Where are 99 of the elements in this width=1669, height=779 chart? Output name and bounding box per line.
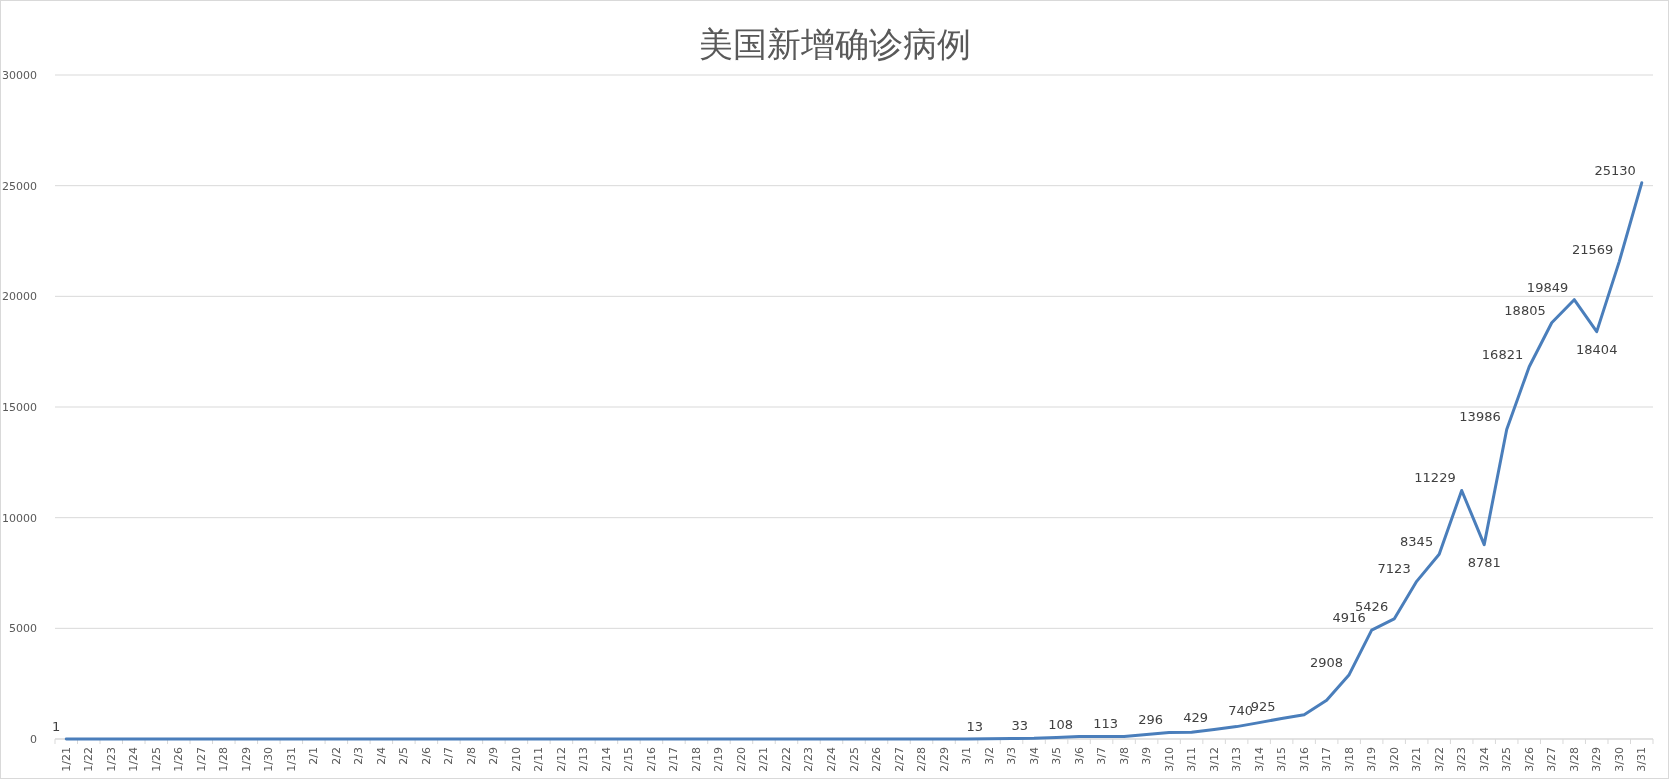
- data-label: 108: [1048, 716, 1074, 732]
- x-tick-label: 2/2: [329, 747, 343, 765]
- data-label: 7123: [1377, 561, 1411, 577]
- x-tick-label: 2/1: [307, 747, 321, 765]
- y-tick-label: 5000: [9, 622, 37, 636]
- data-label: 113: [1093, 716, 1119, 732]
- line-series: [64, 181, 1644, 741]
- y-tick-label: 0: [30, 733, 37, 746]
- x-tick-label: 2/5: [397, 747, 411, 765]
- x-tick-label: 3/27: [1545, 747, 1559, 772]
- y-tick-label: 25000: [2, 179, 37, 193]
- x-tick-label: 3/6: [1072, 747, 1086, 765]
- data-label: 429: [1183, 709, 1209, 725]
- x-tick-label: 3/14: [1252, 747, 1266, 772]
- data-label: 13: [966, 718, 984, 734]
- x-tick-label: 2/21: [757, 747, 771, 772]
- x-tick-label: 1/22: [82, 747, 96, 772]
- x-tick-label: 2/17: [667, 747, 681, 772]
- x-tick-label: 2/20: [734, 747, 748, 772]
- data-label: 296: [1138, 712, 1164, 728]
- x-tick-label: 2/4: [374, 747, 388, 765]
- x-tick-label: 3/16: [1297, 747, 1311, 772]
- x-tick-label: 3/5: [1050, 747, 1064, 765]
- x-tick-label: 3/29: [1590, 747, 1604, 772]
- x-tick-label: 3/31: [1635, 747, 1649, 772]
- data-label: 33: [1011, 718, 1029, 734]
- x-tick-label: 3/20: [1387, 747, 1401, 772]
- x-tick-label: 2/3: [352, 747, 366, 765]
- x-tick-label: 2/16: [644, 747, 658, 772]
- x-tick-label: 3/1: [960, 747, 974, 765]
- x-tick-label: 3/30: [1612, 747, 1626, 772]
- x-tick-label: 3/9: [1140, 747, 1154, 765]
- x-tick-label: 2/23: [802, 747, 816, 772]
- data-label: 18404: [1576, 341, 1618, 357]
- x-tick-label: 1/29: [239, 747, 253, 772]
- x-tick-label: 2/11: [532, 747, 546, 772]
- x-tick-label: 2/27: [892, 747, 906, 772]
- x-tick-label: 1/26: [172, 747, 186, 772]
- x-tick-label: 3/23: [1455, 747, 1469, 772]
- x-tick-label: 3/24: [1477, 747, 1491, 772]
- x-tick-label: 2/18: [689, 747, 703, 772]
- data-label: 2908: [1310, 654, 1344, 670]
- y-tick-label: 10000: [2, 511, 37, 525]
- data-label: 21569: [1571, 241, 1614, 257]
- x-tick-label: 3/10: [1162, 747, 1176, 772]
- x-tick-label: 1/31: [284, 747, 298, 772]
- x-tick-label: 3/4: [1027, 747, 1041, 765]
- x-tick-label: 3/3: [1005, 747, 1019, 765]
- data-label: 1: [51, 718, 61, 734]
- x-tick-label: 3/26: [1522, 747, 1536, 772]
- x-tick-label: 3/15: [1275, 747, 1289, 772]
- x-tick-label: 3/8: [1117, 747, 1131, 765]
- x-tick-label: 3/2: [982, 747, 996, 765]
- x-tick-label: 3/12: [1207, 747, 1221, 772]
- x-tick-label: 3/19: [1365, 747, 1379, 772]
- data-label: 11229: [1414, 470, 1456, 486]
- x-tick-label: 1/23: [104, 747, 118, 772]
- x-tick-label: 3/7: [1095, 747, 1109, 765]
- x-tick-label: 3/22: [1432, 747, 1446, 772]
- x-tick-label: 2/26: [870, 747, 884, 772]
- x-tick-label: 3/25: [1500, 747, 1514, 772]
- data-label: 16821: [1481, 346, 1524, 362]
- x-tick-label: 2/19: [712, 747, 726, 772]
- data-label: 18805: [1504, 302, 1546, 318]
- x-tick-label: 2/25: [847, 747, 861, 772]
- x-tick-label: 3/28: [1567, 747, 1581, 772]
- x-tick-label: 3/11: [1185, 747, 1199, 772]
- data-label: 13986: [1459, 409, 1501, 425]
- x-tick-label: 2/15: [622, 747, 636, 772]
- y-tick-label: 20000: [2, 290, 37, 304]
- x-tick-label: 2/7: [442, 747, 456, 765]
- x-tick-label: 2/24: [824, 747, 838, 772]
- x-tick-label: 2/28: [915, 747, 929, 772]
- data-label: 25130: [1594, 162, 1636, 178]
- x-tick-label: 2/22: [779, 747, 793, 772]
- x-tick-label: 1/27: [194, 747, 208, 772]
- x-tick-label: 2/14: [599, 747, 613, 772]
- data-label: 8781: [1467, 554, 1501, 570]
- chart-title: 美国新增确诊病例: [698, 24, 971, 64]
- x-tick-label: 1/21: [59, 747, 73, 772]
- data-label: 8345: [1400, 534, 1434, 550]
- x-tick-label: 2/10: [509, 747, 523, 772]
- x-tick-label: 2/8: [464, 747, 478, 765]
- x-tick-label: 2/29: [937, 747, 951, 772]
- y-tick-label: 30000: [2, 69, 37, 82]
- x-tick-label: 3/21: [1410, 747, 1424, 772]
- x-tick-label: 1/24: [127, 747, 141, 772]
- x-tick-label: 2/9: [487, 747, 501, 765]
- x-tick-label: 2/13: [577, 747, 591, 772]
- x-tick-label: 1/25: [149, 747, 163, 772]
- x-tick-label: 1/30: [262, 747, 276, 772]
- x-tick-label: 3/18: [1342, 747, 1356, 772]
- y-tick-label: 15000: [2, 401, 37, 414]
- x-tick-label: 2/6: [419, 747, 433, 765]
- x-tick-label: 1/28: [217, 747, 231, 772]
- x-tick-label: 2/12: [554, 747, 568, 772]
- x-tick-label: 3/17: [1320, 747, 1334, 772]
- data-label: 19849: [1526, 279, 1569, 295]
- x-tick-label: 3/13: [1230, 747, 1244, 772]
